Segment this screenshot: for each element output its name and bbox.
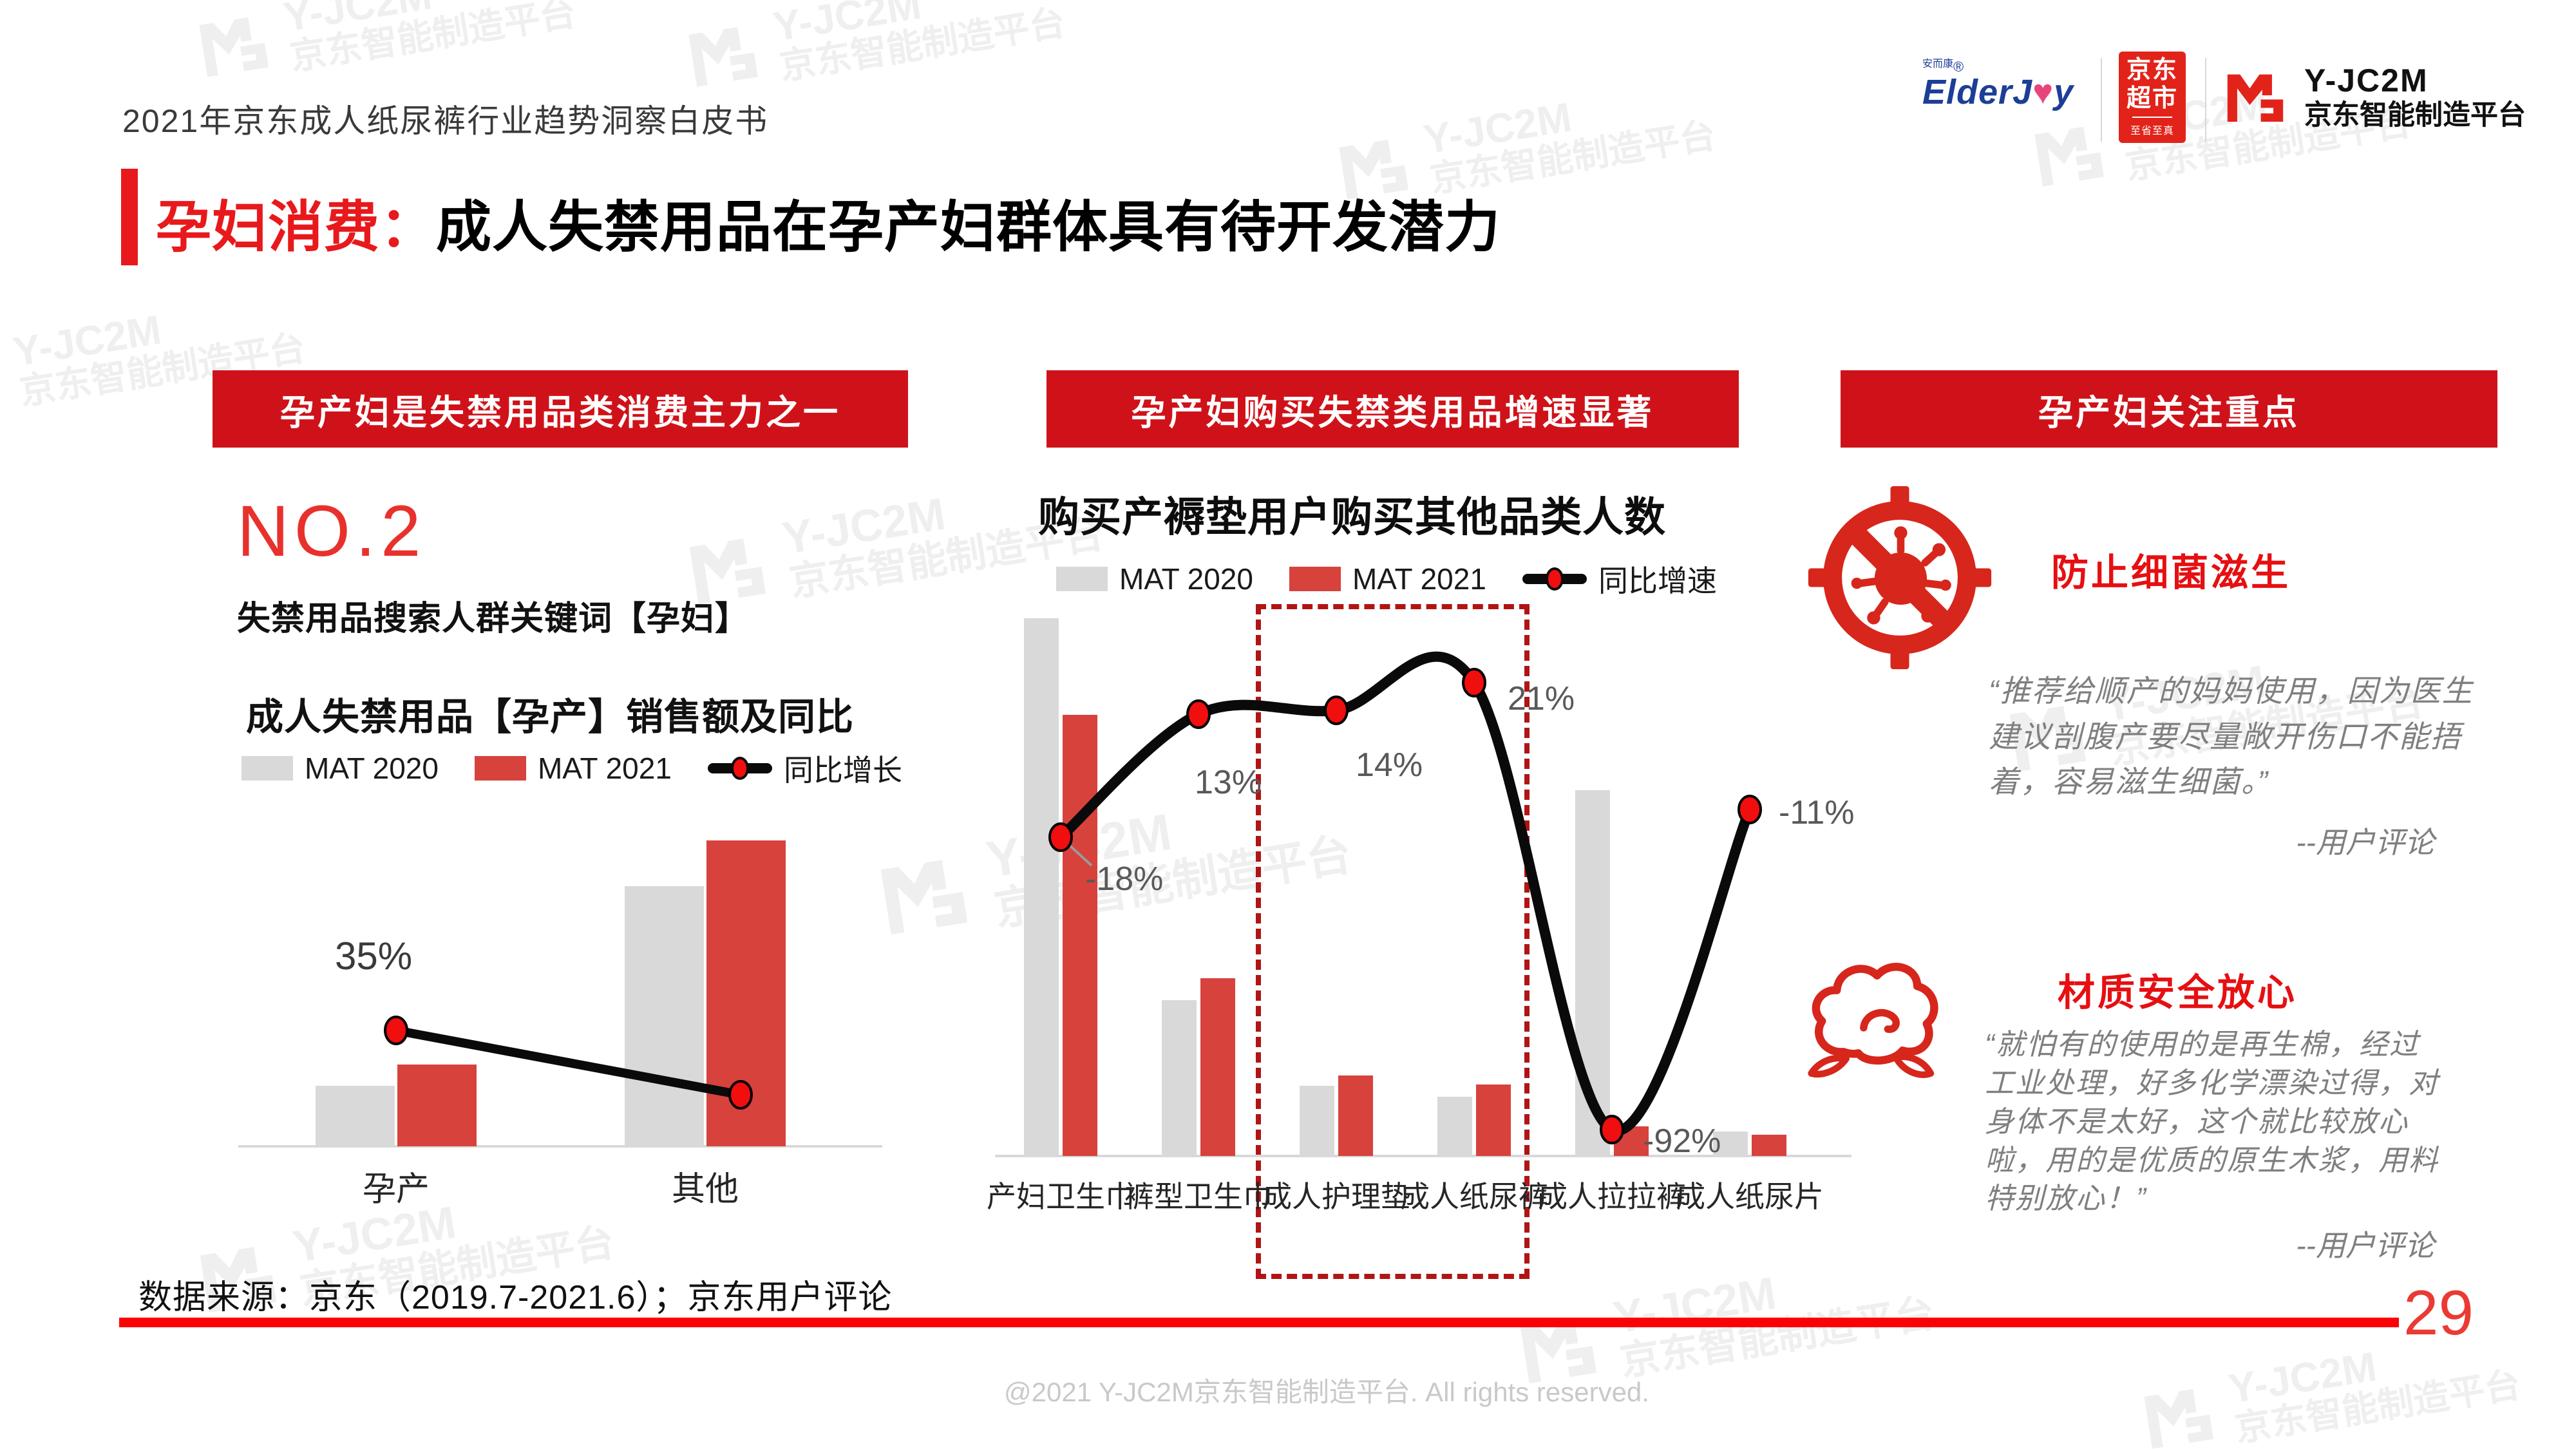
line-data-point — [1186, 699, 1211, 729]
yjc2m-watermark: Y-JC2M 京东智能制造平台 — [679, 466, 1107, 620]
yjc2m-watermark: Y-JC2M 京东智能制造平台 — [189, 0, 578, 91]
focus1-quote: “推荐给顺产的妈妈使用，因为医生建议剖腹产要尽量敞开伤口不能捂着，容易滋生细菌。… — [1989, 674, 2474, 799]
legend-label: 同比增速 — [1598, 564, 1717, 598]
yjc2m-watermark: Y-JC2M 京东智能制造平台 — [679, 0, 1068, 101]
bar-mat2021-其他 — [706, 840, 786, 1146]
focus1-attribution: --用户评论 — [2296, 826, 2434, 859]
yjc2m-watermark: Y-JC2M 京东智能制造平台 — [868, 777, 1355, 952]
line-data-point — [1600, 1115, 1624, 1144]
yjc2m-watermark: Y-JC2M 京东智能制造平台 — [1329, 73, 1718, 213]
yjc2m-watermark: Y-JC2M 京东智能制造平台 — [2134, 1323, 2523, 1449]
highlight-dashed-box — [1256, 604, 1530, 1279]
trend-line-icon — [707, 757, 772, 780]
bar-mat2020-裤型卫生巾 — [1162, 1000, 1197, 1156]
logo-divider — [2205, 58, 2206, 142]
page-title: 孕妇消费：成人失禁用品在孕产妇群体具有待开发潜力 — [156, 182, 1501, 262]
logo-divider — [2101, 58, 2102, 142]
legend-swatch-red — [474, 756, 526, 781]
footer-divider-line — [119, 1318, 2399, 1327]
yjc2m-watermark: Y-JC2M 京东智能制造平台 — [2025, 61, 2414, 200]
banner-middle: 孕产妇购买失禁类用品增速显著 — [1046, 370, 1739, 448]
bar-mat2020-成人纸尿片 — [1713, 1132, 1748, 1156]
focus2-quote: “就怕有的使用的是再生棉，经过工业处理，好多化学漂染过得，对身体不是太好，这个就… — [1985, 1028, 2439, 1215]
elderjoy-logo: 安而康® ElderJ♥y — [1922, 59, 2074, 112]
middle-chart-title: 购买产褥垫用户购买其他品类人数 — [1038, 494, 1666, 540]
trend-line-icon — [1522, 567, 1587, 591]
category-label: 裤型卫生巾 — [1124, 1180, 1273, 1213]
cotton-icon — [1802, 945, 1963, 1100]
page-number: 29 — [2403, 1277, 2474, 1348]
category-label: 产妇卫生巾 — [987, 1180, 1135, 1213]
bar-mat2020-孕产 — [316, 1086, 395, 1146]
yjc2m-logo: Y-JC2M 京东智能制造平台 — [2221, 61, 2526, 133]
yjc2m-watermark: Y-JC2M 京东智能制造平台 — [189, 1175, 618, 1329]
legend-label: MAT 2020 — [1119, 562, 1253, 596]
document-title: 2021年京东成人纸尿裤行业趋势洞察白皮书 — [122, 103, 769, 139]
trend-dot-icon — [1545, 567, 1564, 591]
elderjoy-cn: 安而康 — [1922, 59, 1954, 70]
banner-left: 孕产妇是失禁用品类消费主力之一 — [213, 370, 908, 448]
rank-number: NO.2 — [237, 491, 426, 571]
line-data-point — [384, 1016, 408, 1045]
focus2-attribution: --用户评论 — [2296, 1229, 2434, 1262]
rank-note: 失禁用品搜索人群关键词【孕妇】 — [237, 600, 750, 638]
left-chart-title: 成人失禁用品【孕产】销售额及同比 — [246, 696, 855, 738]
middle-chart-axis — [995, 1155, 1852, 1157]
bar-mat2021-裤型卫生巾 — [1200, 978, 1235, 1156]
bar-mat2021-成人纸尿片 — [1752, 1135, 1786, 1156]
data-source-note: 数据来源：京东（2019.7-2021.6）；京东用户评论 — [138, 1279, 893, 1316]
focus1-title: 防止细菌滋生 — [2051, 552, 2291, 594]
banner-right: 孕产妇关注重点 — [1841, 370, 2497, 448]
left-chart-legend: MAT 2020 MAT 2021 同比增长 — [242, 747, 902, 790]
registered-mark: ® — [1953, 59, 1964, 75]
bar-mat2020-其他 — [625, 886, 704, 1146]
bar-mat2021-孕产 — [397, 1065, 477, 1146]
jd-supermarket-logo: 京东 超市 至省至真 — [2119, 52, 2186, 143]
no-bacteria-icon — [1806, 484, 1993, 674]
logo-separator-line — [2132, 116, 2172, 118]
legend-label: MAT 2021 — [1352, 562, 1486, 596]
focus2-title: 材质安全放心 — [2058, 972, 2298, 1014]
category-label: 成人拉拉裤 — [1538, 1180, 1686, 1213]
growth-label: 35% — [335, 934, 413, 978]
m-logo-icon — [2221, 61, 2290, 133]
page-title-main: 成人失禁用品在孕产妇群体具有待开发潜力 — [436, 196, 1501, 258]
heart-icon: ♥ — [2032, 73, 2054, 112]
legend-label: 同比增长 — [783, 753, 902, 787]
growth-label: -11% — [1779, 794, 1855, 831]
page-title-highlight: 孕妇消费： — [156, 196, 436, 258]
legend-swatch-gray — [1056, 567, 1108, 591]
yjc2m-watermark: Y-JC2M 京东智能制造平台 — [1510, 1245, 1938, 1399]
copyright-note: @2021 Y-JC2M京东智能制造平台. All rights reserve… — [1004, 1377, 1649, 1407]
line-data-point — [728, 1080, 753, 1110]
legend-label: MAT 2020 — [305, 752, 439, 785]
legend-label: MAT 2021 — [537, 752, 672, 785]
yjc2m-watermark: Y-JC2M 京东智能制造平台 — [1999, 634, 2427, 788]
line-data-point — [1738, 795, 1762, 824]
title-accent-bar — [121, 169, 138, 265]
trend-dot-icon — [730, 757, 749, 780]
category-label: 其他 — [671, 1171, 739, 1208]
bar-mat2020-成人拉拉裤 — [1575, 790, 1610, 1156]
category-label: 成人纸尿片 — [1676, 1180, 1824, 1213]
middle-chart-legend: MAT 2020 MAT 2021 同比增速 — [1056, 558, 1717, 600]
legend-swatch-red — [1289, 567, 1341, 591]
bar-mat2021-产妇卫生巾 — [1063, 715, 1097, 1156]
legend-swatch-gray — [242, 756, 293, 781]
bar-mat2021-成人拉拉裤 — [1614, 1126, 1649, 1156]
left-chart-axis — [238, 1145, 882, 1148]
